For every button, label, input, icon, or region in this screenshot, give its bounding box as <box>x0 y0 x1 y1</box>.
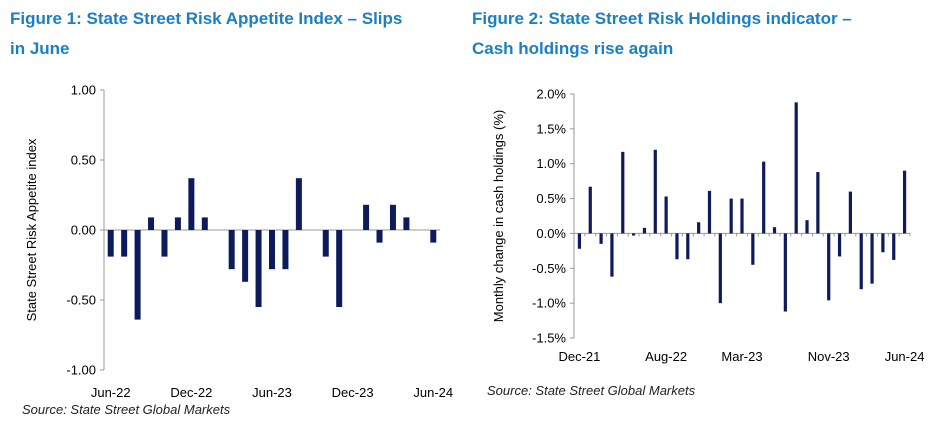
fig2-bar <box>577 233 582 249</box>
fig1-y-tick-label: -1.00 <box>66 363 96 378</box>
fig2-x-tick-label: Aug-22 <box>645 349 687 364</box>
fig2-x-tick-label: Dec-21 <box>558 349 600 364</box>
risk-appetite-chart: 1.00 0.50 0.00 -0.50 -1.00 Jun-22 Dec-22 Jun-23… <box>24 83 453 401</box>
fig2-bar <box>848 191 852 234</box>
fig1-bar <box>107 230 114 257</box>
fig1-x-tick-label: Jun-23 <box>252 385 292 400</box>
fig2-bar <box>697 222 701 234</box>
fig2-bar <box>881 233 885 253</box>
fig2-y-axis-label: Monthly change in cash holdings (%) <box>491 110 506 322</box>
fig2-y-tick-label: -1.0% <box>532 296 566 311</box>
fig2-bar <box>762 161 766 234</box>
fig2-y-tick-label: -1.5% <box>532 331 566 346</box>
fig2-bar <box>718 233 722 304</box>
fig2-bar <box>610 233 614 277</box>
fig2-y-tick-label: 1.5% <box>536 121 566 136</box>
fig2-bar <box>805 220 809 234</box>
fig2-bar <box>816 172 820 234</box>
fig2-source: Source: State Street Global Markets <box>487 383 696 398</box>
fig2-bar <box>686 233 690 260</box>
fig2-bar <box>794 102 798 234</box>
fig1-y-tick-label: -0.50 <box>66 293 96 308</box>
fig1-title: Figure 1: State Street Risk Appetite Ind… <box>10 4 402 64</box>
fig2-bar <box>859 233 863 290</box>
fig2-bar <box>870 233 874 284</box>
fig2-bar <box>827 233 831 301</box>
fig1-bar <box>430 230 437 243</box>
fig2-bar <box>588 186 592 234</box>
fig2-bar <box>664 196 668 234</box>
fig1-bar <box>188 178 195 230</box>
fig2-y-tick-label: 0.5% <box>536 191 566 206</box>
fig2-bar <box>837 233 842 257</box>
fig2-bar <box>772 227 777 234</box>
fig2-bar <box>783 233 787 312</box>
fig2-bar <box>653 149 657 234</box>
fig1-x-tick-label: Jun-24 <box>413 385 453 400</box>
fig2-bar <box>729 198 733 234</box>
fig2-bar <box>740 198 744 234</box>
fig1-bar <box>376 230 383 243</box>
fig1-bar <box>242 230 249 282</box>
fig1-bar <box>322 230 329 257</box>
fig1-title-line1: Figure 1: State Street Risk Appetite Ind… <box>10 9 403 28</box>
fig2-bar <box>632 233 636 236</box>
fig2-y-tick-label: -0.5% <box>532 261 566 276</box>
fig1-x-tick-label: Dec-23 <box>332 385 374 400</box>
fig2-x-tick-label: Mar-23 <box>721 349 762 364</box>
fig2-x-tick-label: Jun-24 <box>885 349 925 364</box>
fig2-bar <box>642 227 647 234</box>
fig1-bar <box>134 230 141 320</box>
fig1-title-line2: in June <box>10 39 70 58</box>
fig2-bar <box>892 233 896 260</box>
fig2-y-tick-label: 1.0% <box>536 156 566 171</box>
fig1-y-tick-label: 1.00 <box>71 83 96 98</box>
fig1-bar <box>269 230 275 270</box>
fig2-bar <box>707 190 712 234</box>
fig2-bar <box>902 170 907 234</box>
fig1-bar <box>201 217 208 230</box>
fig2-bar <box>751 233 755 265</box>
fig2-y-tick-label: 0.0% <box>536 226 566 241</box>
fig2-bar <box>675 233 679 260</box>
fig2-title-line2: Cash holdings rise again <box>472 39 674 58</box>
fig2-bar <box>599 233 603 244</box>
fig1-y-axis-label: State Street Risk Appetite index <box>24 138 39 321</box>
fig1-bar <box>255 230 262 307</box>
fig1-bar <box>363 204 370 230</box>
fig2-title-line1: Figure 2: State Street Risk Holdings ind… <box>472 9 852 28</box>
fig1-bar <box>148 217 155 230</box>
fig1-bar <box>295 178 302 230</box>
fig1-bar <box>403 217 410 230</box>
fig1-bar <box>336 230 343 307</box>
fig1-bar <box>121 230 128 257</box>
fig2-y-tick-label: 2.0% <box>536 87 566 102</box>
fig1-source: Source: State Street Global Markets <box>22 402 231 417</box>
fig2-x-tick-label: Nov-23 <box>808 349 850 364</box>
fig2-bar <box>621 151 625 234</box>
fig1-bar <box>228 230 235 270</box>
fig1-bar <box>161 230 168 257</box>
fig2-title: Figure 2: State Street Risk Holdings ind… <box>472 4 852 64</box>
fig1-bar <box>282 230 289 270</box>
fig1-x-tick-label: Dec-22 <box>170 385 212 400</box>
fig1-x-tick-label: Jun-22 <box>91 385 131 400</box>
fig1-bar <box>174 217 181 230</box>
fig1-bar <box>389 204 396 230</box>
fig1-y-tick-label: 0.50 <box>71 153 96 168</box>
fig1-y-tick-label: 0.00 <box>71 223 96 238</box>
